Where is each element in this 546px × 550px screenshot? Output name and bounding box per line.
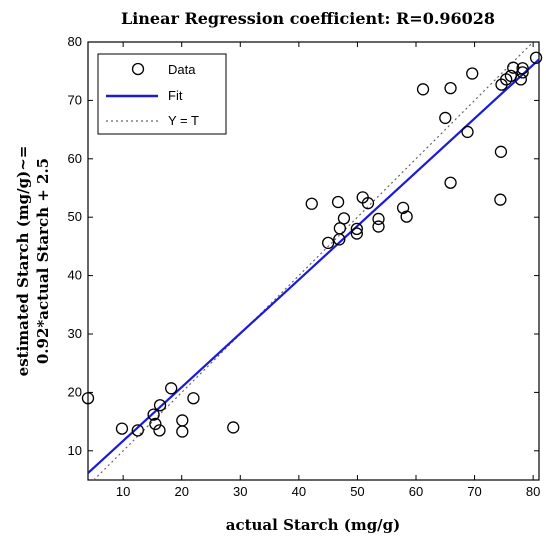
- legend-identity-label: Y = T: [168, 113, 199, 128]
- identity-line: [93, 41, 534, 481]
- data-point: [516, 66, 529, 79]
- y-axis-label-line2: 0.92*actual Starch + 2.5: [34, 158, 52, 364]
- y-tick-label: 10: [68, 443, 82, 458]
- y-axis-ticks: 10 20 30 40 50 60 70 80: [68, 34, 539, 458]
- data-point: [400, 210, 413, 223]
- data-point: [444, 81, 457, 95]
- data-point: [350, 222, 363, 236]
- y-tick-label: 50: [68, 209, 82, 224]
- x-tick-label: 80: [526, 484, 540, 499]
- chart-title: Linear Regression coefficient: R=0.96028: [121, 9, 495, 28]
- data-point: [529, 51, 543, 64]
- legend-fit-label: Fit: [168, 88, 183, 103]
- data-point: [115, 422, 129, 435]
- data-point: [444, 176, 457, 189]
- data-point: [81, 392, 95, 405]
- y-tick-label: 80: [68, 34, 82, 49]
- data-point: [494, 193, 507, 206]
- x-axis-ticks: 10 20 30 40 50 60 70 80: [116, 42, 540, 499]
- data-point: [361, 197, 375, 210]
- x-tick-label: 60: [409, 484, 423, 499]
- y-tick-label: 30: [68, 326, 82, 341]
- legend: Data Fit Y = T: [97, 53, 227, 135]
- y-tick-label: 20: [68, 384, 82, 399]
- y-tick-label: 70: [68, 92, 82, 107]
- data-point: [439, 111, 452, 125]
- x-axis-label: actual Starch (mg/g): [226, 516, 401, 534]
- data-point: [153, 399, 167, 412]
- data-point: [149, 417, 162, 431]
- data-point: [461, 125, 474, 139]
- y-tick-label: 60: [68, 151, 82, 166]
- data-point: [187, 392, 200, 405]
- data-point: [416, 83, 430, 96]
- data-point: [516, 62, 529, 75]
- y-tick-label: 40: [68, 268, 82, 283]
- data-point: [372, 220, 385, 233]
- x-tick-label: 20: [174, 484, 188, 499]
- data-point: [372, 212, 385, 226]
- x-tick-label: 50: [350, 484, 364, 499]
- data-point: [131, 424, 144, 437]
- legend-data-marker: [131, 62, 145, 76]
- data-point: [350, 227, 363, 240]
- data-point: [494, 145, 508, 158]
- data-point: [331, 195, 345, 209]
- data-point: [337, 212, 351, 225]
- x-tick-label: 30: [233, 484, 247, 499]
- data-point: [396, 201, 410, 215]
- data-points: [81, 51, 543, 438]
- data-point: [153, 424, 166, 437]
- data-point: [227, 421, 240, 434]
- x-tick-label: 40: [292, 484, 306, 499]
- x-tick-label: 10: [116, 484, 130, 499]
- data-point: [176, 425, 189, 438]
- data-point: [466, 67, 479, 80]
- x-tick-label: 70: [467, 484, 481, 499]
- legend-box: [97, 53, 227, 135]
- data-point: [305, 197, 318, 210]
- data-point: [321, 236, 335, 250]
- legend-data-label: Data: [168, 62, 196, 77]
- y-axis-label-line1: estimated Starch (mg/g)~=: [14, 146, 32, 377]
- data-point: [165, 382, 178, 395]
- data-point: [147, 408, 160, 421]
